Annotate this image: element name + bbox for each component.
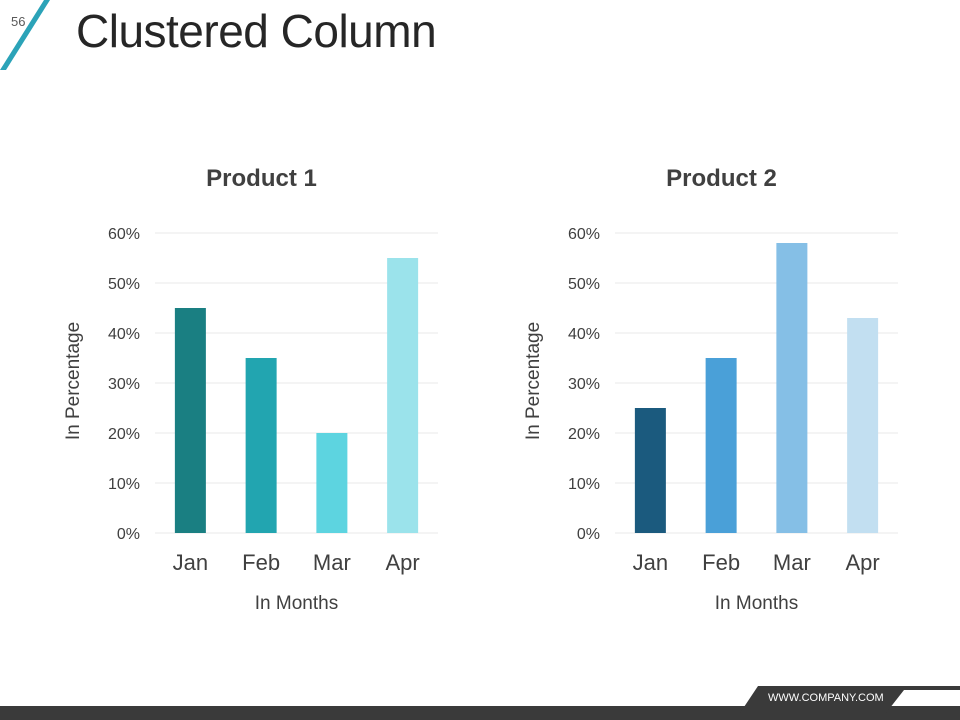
- bar-feb: [705, 358, 737, 533]
- x-axis-label: In Months: [255, 593, 338, 614]
- y-tick-label: 60%: [108, 226, 140, 243]
- x-tick-label: Mar: [773, 550, 811, 575]
- x-tick-label: Feb: [242, 550, 280, 575]
- x-tick-label: Mar: [313, 550, 351, 575]
- y-axis-label: In Percentage: [523, 322, 544, 440]
- x-tick-label: Apr: [846, 550, 880, 575]
- x-tick-label: Jan: [173, 550, 208, 575]
- bar-mar: [776, 243, 808, 533]
- y-tick-label: 50%: [568, 276, 600, 293]
- bar-mar: [316, 433, 348, 533]
- y-tick-label: 20%: [568, 426, 600, 443]
- bar-feb: [245, 358, 277, 533]
- y-tick-label: 30%: [568, 376, 600, 393]
- x-tick-label: Jan: [633, 550, 668, 575]
- footer-url: WWW.COMPANY.COM: [768, 692, 884, 704]
- y-tick-label: 30%: [108, 376, 140, 393]
- x-tick-label: Apr: [386, 550, 420, 575]
- product-2-title: Product 2: [666, 165, 777, 192]
- bar-jan: [634, 408, 666, 533]
- footer-bar: [0, 686, 960, 720]
- x-tick-label: Feb: [702, 550, 740, 575]
- y-tick-label: 40%: [108, 326, 140, 343]
- y-tick-label: 0%: [117, 526, 140, 543]
- bar-jan: [174, 308, 206, 533]
- x-axis-label: In Months: [715, 593, 798, 614]
- y-tick-label: 20%: [108, 426, 140, 443]
- product-1-chart: Product 1 0% 10% 20% 30% 40% 50% 60% Jan Feb Mar Ap…: [63, 165, 438, 614]
- y-tick-label: 10%: [568, 476, 600, 493]
- y-tick-label: 0%: [577, 526, 600, 543]
- y-tick-label: 40%: [568, 326, 600, 343]
- y-tick-label: 60%: [568, 226, 600, 243]
- product-1-title: Product 1: [206, 165, 317, 192]
- bar-apr: [847, 318, 879, 533]
- slide-title: Clustered Column: [76, 5, 437, 57]
- accent-slash: [0, 0, 50, 70]
- y-axis-label: In Percentage: [63, 322, 84, 440]
- slide-number: 56: [11, 14, 26, 29]
- y-tick-label: 10%: [108, 476, 140, 493]
- product-2-chart: Product 2 0% 10% 20% 30% 40% 50% 60% Jan Feb Mar Ap…: [523, 165, 898, 614]
- y-tick-label: 50%: [108, 276, 140, 293]
- bar-apr: [387, 258, 419, 533]
